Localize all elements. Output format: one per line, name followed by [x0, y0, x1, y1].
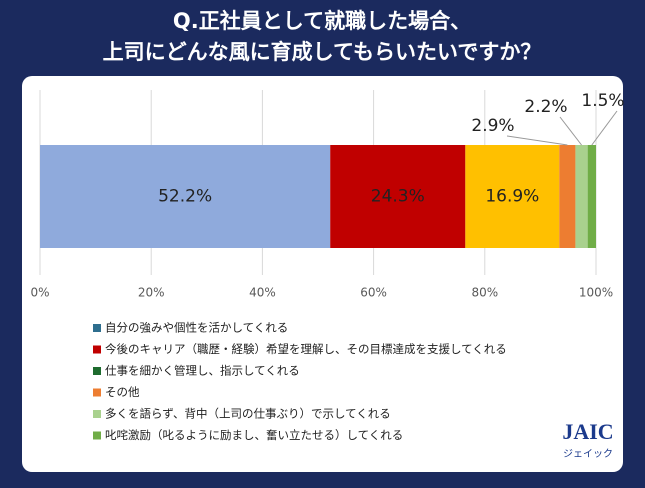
- leader-line: [559, 116, 582, 146]
- legend-label: 多くを語らず、背中（上司の仕事ぶり）で示してくれる: [105, 407, 391, 421]
- x-tick-label: 100%: [579, 286, 613, 300]
- data-label: 2.2%: [524, 97, 567, 117]
- leader-line: [506, 135, 568, 146]
- legend-label: 自分の強みや個性を活かしてくれる: [105, 321, 288, 335]
- bar-segment: [559, 145, 576, 248]
- x-tick-label: 20%: [138, 286, 165, 300]
- legend-label: 叱咤激励（叱るように励まし、奮い立たせる）してくれる: [105, 428, 403, 442]
- data-label: 24.3%: [371, 187, 425, 207]
- bar-segment: [575, 145, 588, 248]
- legend-marker: [93, 345, 101, 354]
- data-label: 52.2%: [158, 187, 212, 207]
- x-tick-label: 0%: [30, 286, 49, 300]
- logo-name: JAIC: [562, 419, 613, 444]
- leader-line: [591, 110, 618, 146]
- bar-segment: [465, 145, 560, 248]
- x-tick-label: 40%: [249, 286, 276, 300]
- x-tick-label: 80%: [471, 286, 498, 300]
- data-label: 16.9%: [485, 187, 539, 207]
- bar-segment: [330, 145, 466, 248]
- bar-segment: [40, 145, 331, 248]
- legend-label: その他: [105, 385, 140, 399]
- legend-label: 仕事を細かく管理し、指示してくれる: [105, 364, 300, 378]
- legend-marker: [93, 324, 101, 332]
- x-tick-label: 60%: [360, 286, 387, 300]
- legend-marker: [93, 431, 101, 440]
- chart-title: 上司にどんな風に育成してもらいたいですか？: [103, 40, 542, 64]
- chart-title: Q.正社員として就職した場合、: [173, 9, 471, 33]
- data-label: 1.5%: [581, 91, 624, 111]
- bar-segment: [587, 145, 596, 248]
- legend-marker: [93, 388, 101, 397]
- legend-marker: [93, 410, 101, 418]
- logo-subtitle: ジェイック: [563, 448, 613, 460]
- legend-label: 今後のキャリア（職歴・経験）希望を理解し、その目標達成を支援してくれる: [105, 342, 507, 356]
- data-label: 2.9%: [471, 116, 514, 136]
- legend-marker: [93, 367, 101, 375]
